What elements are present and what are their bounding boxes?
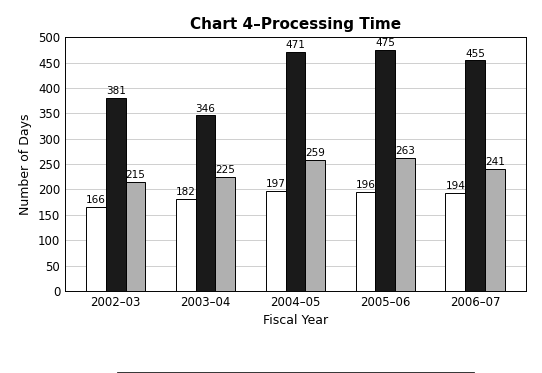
- Bar: [126, 182, 145, 291]
- Text: 182: 182: [176, 187, 196, 197]
- Text: 475: 475: [375, 38, 395, 48]
- Bar: [376, 50, 395, 291]
- Bar: [356, 191, 376, 291]
- Text: 215: 215: [126, 170, 145, 181]
- Text: 346: 346: [196, 104, 216, 114]
- Text: 259: 259: [305, 148, 325, 158]
- Title: Chart 4–Processing Time: Chart 4–Processing Time: [190, 17, 401, 32]
- Bar: [465, 60, 485, 291]
- Y-axis label: Number of Days: Number of Days: [20, 113, 33, 215]
- Text: 471: 471: [286, 41, 305, 50]
- Bar: [395, 157, 415, 291]
- Bar: [215, 177, 235, 291]
- Bar: [106, 98, 126, 291]
- Text: 263: 263: [395, 146, 415, 156]
- Bar: [286, 52, 305, 291]
- X-axis label: Fiscal Year: Fiscal Year: [263, 314, 328, 327]
- Text: 197: 197: [266, 179, 286, 189]
- Bar: [305, 160, 325, 291]
- Text: 381: 381: [106, 86, 126, 96]
- Bar: [176, 198, 196, 291]
- Bar: [485, 169, 505, 291]
- Legend: Cases without a Hearing, Cases with a Hearing, All Cases: Cases without a Hearing, Cases with a He…: [117, 372, 474, 373]
- Bar: [266, 191, 286, 291]
- Bar: [446, 192, 465, 291]
- Text: 241: 241: [485, 157, 505, 167]
- Text: 166: 166: [86, 195, 106, 205]
- Bar: [196, 115, 215, 291]
- Bar: [86, 207, 106, 291]
- Text: 194: 194: [446, 181, 465, 191]
- Text: 196: 196: [356, 180, 376, 190]
- Text: 455: 455: [465, 48, 485, 59]
- Text: 225: 225: [215, 165, 235, 175]
